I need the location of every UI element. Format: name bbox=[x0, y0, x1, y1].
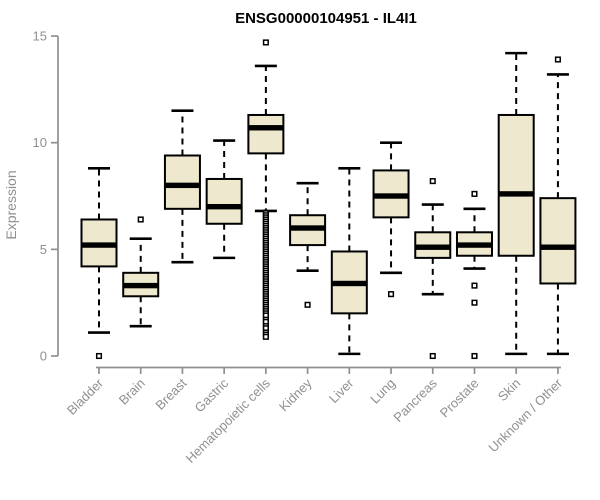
y-axis-title: Expression bbox=[3, 170, 19, 239]
median-line bbox=[248, 125, 284, 131]
boxplot-pancreas bbox=[414, 178, 452, 360]
x-tick-label-kidney: Kidney bbox=[276, 375, 315, 414]
iqr-box bbox=[539, 197, 577, 285]
iqr-box bbox=[247, 113, 285, 155]
plot-area bbox=[80, 39, 577, 360]
outlier-point bbox=[471, 190, 478, 197]
boxplot-hematopoietic-cells bbox=[247, 39, 285, 340]
x-tick-label-prostate: Prostate bbox=[437, 376, 482, 421]
outlier-point bbox=[429, 178, 436, 185]
boxplot-lung bbox=[372, 141, 410, 298]
outlier-point bbox=[471, 299, 478, 306]
x-tick-label-pancreas: Pancreas bbox=[390, 375, 440, 425]
boxplot-bladder bbox=[80, 166, 118, 360]
x-tick-label-brain: Brain bbox=[116, 376, 148, 408]
x-tick-label-unknown-other: Unknown / Other bbox=[485, 375, 565, 455]
boxplot-prostate bbox=[455, 190, 493, 360]
outlier-point bbox=[262, 333, 269, 340]
y-tick-label: 15 bbox=[33, 29, 47, 44]
x-tick-label-lung: Lung bbox=[367, 376, 398, 407]
outlier-point bbox=[554, 56, 561, 63]
boxplot-skin bbox=[497, 51, 535, 356]
outlier-point bbox=[262, 39, 269, 46]
chart-title: ENSG00000104951 - IL4I1 bbox=[235, 10, 417, 27]
y-tick-label: 10 bbox=[33, 135, 47, 150]
median-line bbox=[415, 244, 451, 250]
median-line bbox=[290, 225, 326, 231]
median-line bbox=[206, 203, 242, 210]
median-line bbox=[123, 282, 159, 289]
outlier-point bbox=[95, 352, 103, 360]
outlier-point bbox=[471, 352, 478, 360]
outlier-point bbox=[429, 352, 436, 360]
outlier-point bbox=[304, 301, 311, 308]
boxplot-liver bbox=[330, 166, 368, 356]
median-line bbox=[456, 242, 492, 248]
x-tick-label-breast: Breast bbox=[152, 375, 189, 412]
median-line bbox=[498, 191, 534, 197]
median-line bbox=[540, 244, 576, 250]
x-tick-label-bladder: Bladder bbox=[64, 375, 107, 418]
median-line bbox=[81, 242, 117, 248]
median-line bbox=[373, 193, 409, 199]
outlier-point bbox=[137, 216, 144, 223]
boxplot-kidney bbox=[289, 181, 327, 308]
iqr-box bbox=[205, 177, 243, 225]
iqr-box bbox=[497, 113, 535, 257]
outlier-point bbox=[387, 291, 395, 298]
x-tick-label-liver: Liver bbox=[326, 375, 357, 406]
boxplot-gastric bbox=[205, 139, 243, 260]
y-axis: 0 5 10 15 bbox=[33, 29, 59, 364]
outlier-point bbox=[471, 282, 478, 289]
median-line bbox=[331, 280, 367, 287]
y-tick-label: 0 bbox=[40, 349, 47, 364]
x-tick-label-skin: Skin bbox=[495, 376, 523, 404]
boxplot-brain bbox=[122, 216, 160, 328]
boxplot-breast bbox=[163, 109, 201, 264]
y-tick-label: 5 bbox=[40, 242, 47, 257]
x-tick-label-gastric: Gastric bbox=[192, 375, 232, 415]
median-line bbox=[164, 182, 200, 189]
boxplot-unknown-other bbox=[539, 56, 577, 356]
iqr-box bbox=[163, 154, 201, 210]
